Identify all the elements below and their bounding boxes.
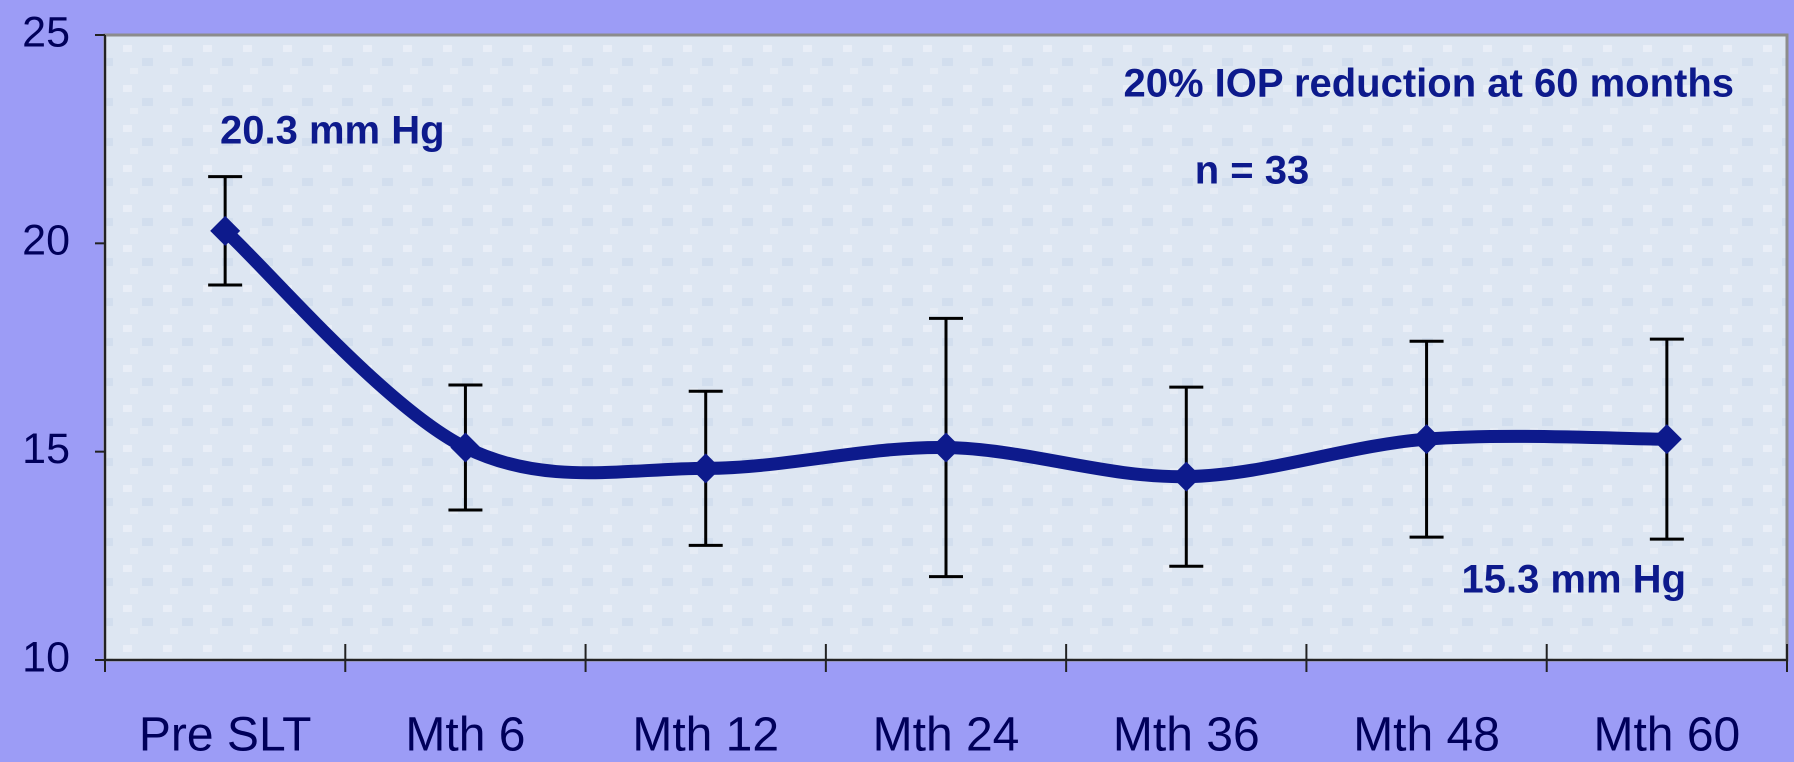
marker xyxy=(931,432,961,463)
y-tick-label: 20 xyxy=(22,217,70,265)
annotation: 20% IOP reduction at 60 months xyxy=(1123,62,1734,106)
marker xyxy=(210,215,241,246)
annotation: n = 33 xyxy=(1195,149,1310,193)
x-tick-label: Mth 6 xyxy=(405,709,525,762)
y-tick-label: 10 xyxy=(22,633,70,681)
marker xyxy=(1411,424,1442,455)
x-tick-label: Mth 48 xyxy=(1353,709,1500,762)
marker xyxy=(1171,461,1202,492)
marker xyxy=(450,432,481,463)
marker xyxy=(1651,424,1682,455)
x-tick-label: Mth 24 xyxy=(873,709,1020,762)
y-tick-label: 25 xyxy=(22,8,70,56)
x-tick-label: Mth 12 xyxy=(632,709,779,762)
annotation: 15.3 mm Hg xyxy=(1461,558,1686,602)
y-tick-label: 15 xyxy=(22,425,70,473)
annotation: 20.3 mm Hg xyxy=(220,109,445,153)
marker xyxy=(690,453,721,484)
x-tick-label: Mth 36 xyxy=(1113,709,1260,762)
x-tick-label: Mth 60 xyxy=(1593,709,1740,762)
x-tick-label: Pre SLT xyxy=(139,709,312,762)
